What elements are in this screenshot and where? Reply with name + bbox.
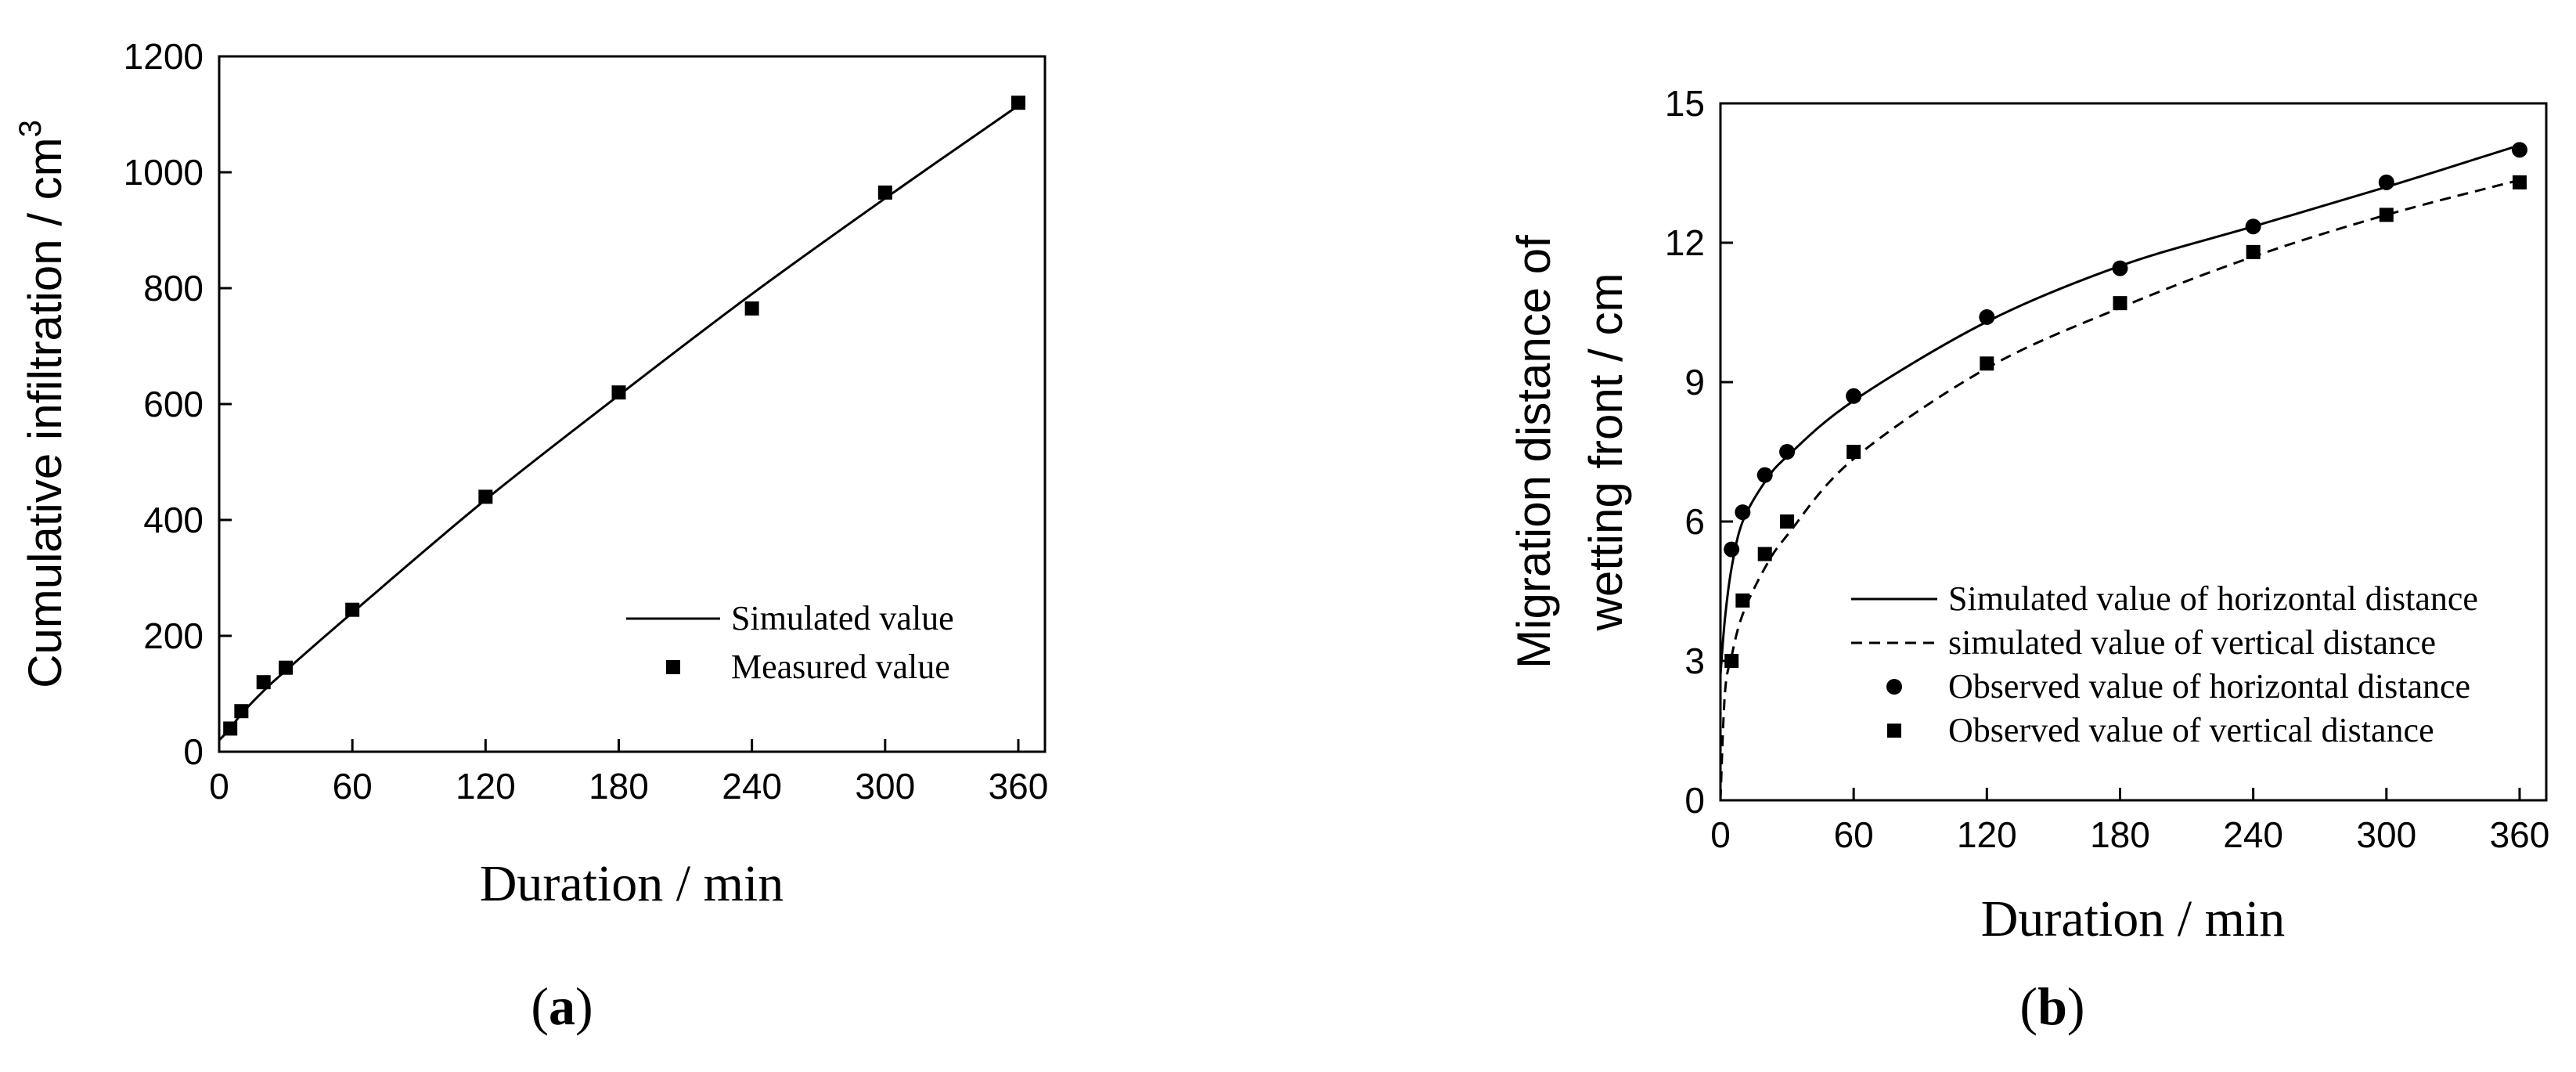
data-point-a-1-4 [345, 602, 360, 617]
x-axis-ticks-b: 0 60 120 180 240 300 360 [1710, 788, 2549, 855]
data-point-b-3-9 [2512, 175, 2527, 189]
y-axis-ticks-a: 0 200 400 600 800 1000 1200 [124, 36, 232, 772]
legend-label-b-3: Observed value of vertical distance [1948, 711, 2434, 749]
x-tick-label-a-2: 120 [456, 766, 516, 807]
panel-label-b: (b) [2019, 976, 2084, 1036]
x-axis-ticks-a: 0 60 120 180 240 300 360 [209, 739, 1048, 807]
data-point-b-2-2 [1756, 467, 1773, 483]
legend-b: Simulated value of horizontal distance si… [1851, 579, 2478, 749]
y-tick-label-a-6: 1200 [124, 36, 204, 77]
data-point-b-3-7 [2246, 244, 2261, 259]
chart-panel-b: 0 60 120 180 240 300 360 0 3 6 9 12 15 Simulated va… [1508, 83, 2549, 1036]
y-tick-label-a-3: 600 [143, 384, 204, 424]
y-axis-ticks-b: 0 3 6 9 12 15 [1665, 83, 1733, 821]
x-tick-label-b-0: 0 [1710, 814, 1731, 855]
y-tick-label-b-3: 9 [1684, 362, 1705, 402]
panel-label-a-letter: a [549, 976, 575, 1036]
y-tick-label-b-1: 3 [1684, 641, 1705, 681]
legend-label-b-0: Simulated value of horizontal distance [1948, 579, 2478, 618]
data-point-b-2-3 [1779, 444, 1796, 460]
data-point-a-1-3 [279, 660, 294, 675]
data-point-b-3-5 [1980, 356, 1994, 371]
data-point-b-2-5 [1979, 309, 1995, 325]
x-tick-label-b-4: 240 [2223, 814, 2283, 855]
data-point-b-3-3 [1780, 514, 1795, 529]
y-tick-label-b-0: 0 [1684, 780, 1705, 821]
x-axis-title-b: Duration / min [1981, 890, 2286, 947]
series-layer-b [1719, 142, 2527, 801]
data-point-b-3-0 [1724, 654, 1739, 668]
x-tick-label-b-1: 60 [1834, 814, 1874, 855]
panel-label-a: (a) [531, 976, 593, 1036]
panel-label-b-letter: b [2037, 976, 2067, 1036]
x-tick-label-a-3: 180 [589, 766, 649, 807]
data-point-a-1-2 [256, 675, 271, 690]
data-point-a-1-1 [234, 704, 249, 719]
legend-label-a-0: Simulated value [731, 599, 954, 637]
legend-sample-b-2 [1886, 679, 1902, 695]
series-line-b-0 [1719, 143, 2520, 675]
legend-label-b-2: Observed value of horizontal distance [1948, 667, 2470, 706]
y-tick-label-b-2: 6 [1684, 501, 1705, 542]
data-point-b-3-1 [1735, 593, 1750, 608]
data-point-b-2-0 [1724, 541, 1740, 558]
y-axis-title-a-superscript: 3 [13, 120, 48, 137]
data-point-a-1-8 [877, 185, 892, 200]
plot-frame-b [1719, 102, 2548, 802]
data-point-a-1-0 [223, 721, 238, 736]
data-point-b-2-9 [2511, 142, 2527, 158]
data-point-b-2-6 [2112, 260, 2128, 276]
y-axis-title-b-line2: wetting front / cm [1580, 273, 1632, 632]
y-tick-label-b-4: 12 [1665, 222, 1705, 263]
x-tick-label-b-3: 180 [2090, 814, 2150, 855]
data-point-b-2-4 [1846, 388, 1862, 404]
data-point-b-2-7 [2245, 218, 2261, 235]
legend-a: Simulated value Measured value [626, 599, 954, 686]
data-point-b-2-1 [1735, 504, 1751, 521]
data-point-b-3-8 [2379, 208, 2394, 222]
series-line-a-0 [218, 104, 1019, 742]
y-axis-title-a-main: Cumulative infiltration / cm [19, 137, 71, 688]
y-tick-label-a-0: 0 [183, 731, 204, 772]
y-tick-label-a-5: 1000 [124, 152, 204, 193]
y-tick-label-a-2: 400 [143, 500, 204, 540]
data-point-b-3-2 [1757, 547, 1772, 561]
x-tick-label-a-6: 360 [989, 766, 1049, 807]
x-tick-label-b-6: 360 [2490, 814, 2550, 855]
x-tick-label-a-1: 60 [333, 766, 373, 807]
data-point-b-2-8 [2378, 174, 2394, 190]
x-tick-label-b-5: 300 [2356, 814, 2416, 855]
y-axis-title-a: Cumulative infiltration / cm3 [13, 120, 71, 688]
data-point-a-1-6 [611, 385, 626, 400]
legend-sample-b-3 [1887, 724, 1901, 738]
x-tick-label-b-2: 120 [1957, 814, 2017, 855]
x-axis-title-a: Duration / min [480, 855, 784, 912]
data-point-b-3-4 [1846, 445, 1861, 459]
y-tick-label-a-4: 800 [143, 268, 204, 309]
legend-sample-a-1 [666, 660, 680, 674]
legend-label-b-1: simulated value of vertical distance [1948, 623, 2436, 662]
data-point-a-1-5 [478, 489, 493, 504]
y-tick-label-a-1: 200 [143, 615, 204, 656]
y-tick-label-b-5: 15 [1665, 83, 1705, 124]
x-tick-label-a-0: 0 [209, 766, 229, 807]
x-tick-label-a-5: 300 [855, 766, 915, 807]
data-point-a-1-9 [1011, 96, 1025, 110]
data-point-a-1-7 [744, 301, 759, 316]
legend-label-a-1: Measured value [731, 648, 950, 686]
x-tick-label-a-4: 240 [722, 766, 782, 807]
series-layer-a [218, 96, 1025, 742]
chart-panel-a: 0 60 120 180 240 300 360 0 200 400 600 800 1000 1200… [13, 36, 1048, 1036]
data-point-b-3-6 [2113, 296, 2127, 311]
y-axis-title-b-line1: Migration distance of [1508, 235, 1560, 669]
